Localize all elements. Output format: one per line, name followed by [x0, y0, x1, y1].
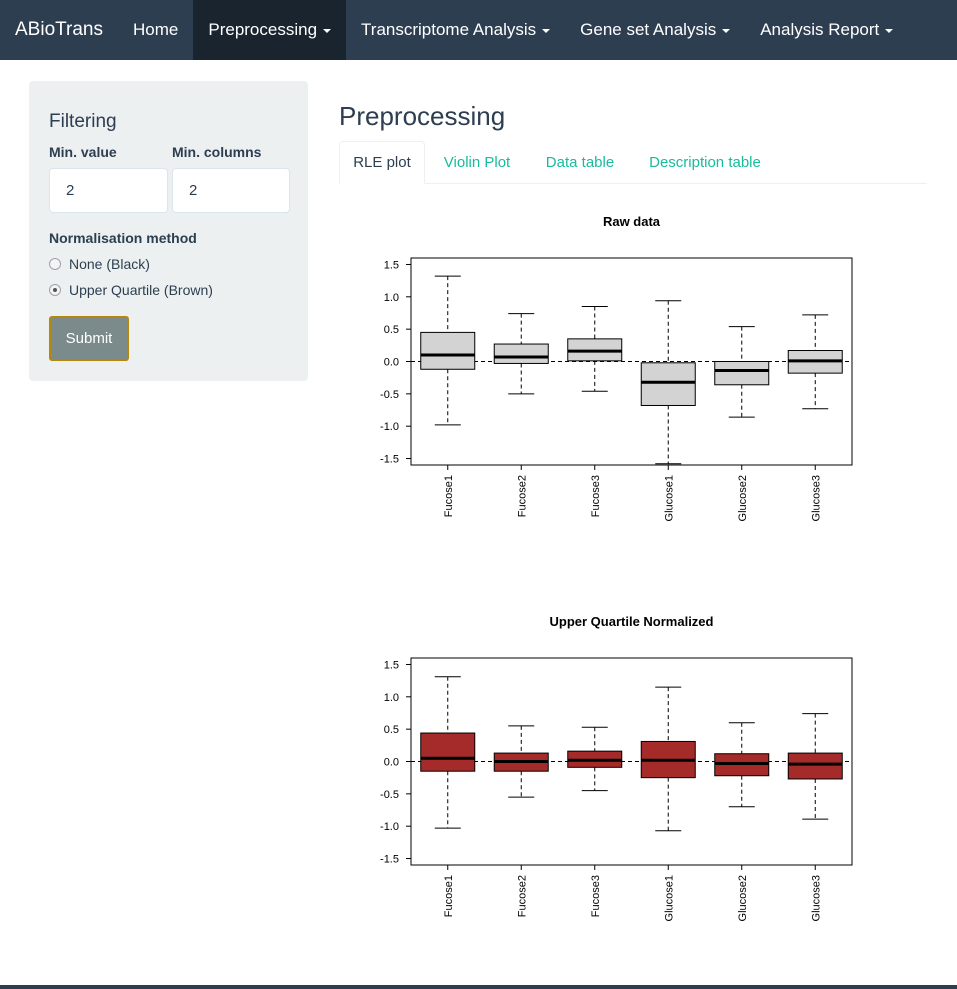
y-tick-label: 1.0	[384, 692, 399, 704]
y-tick-label: -1.5	[380, 454, 399, 466]
x-tick-label: Fucose2	[516, 475, 528, 517]
tab-violin-plot[interactable]: Violin Plot	[443, 154, 511, 171]
x-tick-label: Glucose2	[737, 875, 749, 921]
bottom-bar	[0, 985, 957, 989]
radio-none-label: None (Black)	[69, 256, 150, 272]
y-tick-label: -1.5	[380, 854, 399, 866]
radio-button-checked[interactable]	[49, 284, 61, 296]
y-tick-label: -1.0	[380, 421, 399, 433]
y-tick-label: -0.5	[380, 789, 399, 801]
box-glucose2	[714, 722, 770, 808]
filtering-title: Filtering	[49, 111, 117, 132]
nav-home[interactable]: Home	[118, 0, 193, 60]
box-fucose1	[420, 676, 476, 829]
x-tick-label: Fucose1	[443, 875, 455, 917]
box-body	[640, 362, 696, 406]
x-tick-label: Glucose1	[663, 475, 675, 521]
nav-preprocessing-label: Preprocessing	[208, 20, 318, 39]
nav-gene-set-analysis[interactable]: Gene set Analysis	[565, 0, 745, 60]
top-navbar: ABioTrans Home Preprocessing Transcripto…	[0, 0, 957, 60]
chevron-down-icon	[323, 29, 332, 33]
min-value-input[interactable]: 2	[49, 168, 168, 213]
chevron-down-icon	[542, 29, 551, 33]
box-body	[493, 343, 549, 364]
x-tick-label: Glucose3	[810, 475, 822, 521]
y-tick-label: 1.5	[384, 659, 399, 671]
chevron-down-icon	[722, 29, 731, 33]
x-tick-label: Glucose1	[663, 875, 675, 921]
x-tick-label: Fucose3	[590, 475, 602, 517]
nav-preprocessing[interactable]: Preprocessing	[193, 0, 347, 60]
plot-title: Upper Quartile Normalized	[550, 614, 714, 629]
radio-upper-quartile-label: Upper Quartile (Brown)	[69, 282, 213, 298]
x-tick-label: Fucose3	[590, 875, 602, 917]
y-tick-label: 0.0	[384, 357, 399, 369]
y-tick-label: 1.0	[384, 292, 399, 304]
box-glucose1	[640, 300, 696, 465]
radio-none-black[interactable]: None (Black)	[49, 256, 150, 272]
y-tick-label: 1.5	[384, 259, 399, 271]
submit-button[interactable]: Submit	[49, 316, 129, 361]
normalisation-method-label: Normalisation method	[49, 230, 197, 246]
chevron-down-icon	[885, 29, 894, 33]
x-tick-label: Glucose2	[737, 475, 749, 521]
y-tick-label: -1.0	[380, 821, 399, 833]
nav-gene-set-label: Gene set Analysis	[580, 20, 717, 39]
page-title: Preprocessing	[339, 101, 506, 131]
rle-plot-upper-quartile: Upper Quartile Normalized 1.5 1.0 0.5 0.0 -0.…	[339, 600, 927, 989]
filtering-panel: Filtering Min. value Min. columns 2 2 No…	[29, 81, 308, 381]
nav-transcriptome-label: Transcriptome Analysis	[361, 20, 537, 39]
boxplot-svg: Upper Quartile Normalized 1.5 1.0 0.5 0.0 -0.…	[380, 614, 853, 921]
x-tick-label: Fucose1	[443, 475, 455, 517]
boxplot-svg: Raw data 1.5 1.0 0.5 0.0 -0.5 -1.0 -1.5 Fucose1 F…	[380, 214, 853, 521]
rle-plot-raw: Raw data 1.5 1.0 0.5 0.0 -0.5 -1.0 -1.5 Fucose1 F…	[339, 200, 927, 600]
box-fucose3	[567, 726, 623, 792]
x-tick-label: Fucose2	[516, 875, 528, 917]
brand-link[interactable]: ABioTrans	[15, 19, 103, 40]
box-glucose1	[640, 686, 696, 832]
box-fucose3	[567, 306, 623, 392]
box-fucose1	[420, 275, 476, 426]
nav-transcriptome-analysis[interactable]: Transcriptome Analysis	[346, 0, 565, 60]
min-columns-label: Min. columns	[172, 144, 262, 160]
nav-analysis-report[interactable]: Analysis Report	[745, 0, 908, 60]
radio-button[interactable]	[49, 258, 61, 270]
radio-upper-quartile-brown[interactable]: Upper Quartile (Brown)	[49, 282, 213, 298]
y-tick-label: 0.0	[384, 757, 399, 769]
box-glucose3	[787, 713, 843, 820]
box-fucose2	[493, 313, 549, 395]
y-tick-label: 0.5	[384, 324, 399, 336]
min-columns-input[interactable]: 2	[172, 168, 290, 213]
box-body	[420, 331, 476, 370]
plot-title: Raw data	[603, 214, 661, 229]
box-body	[714, 361, 770, 386]
tab-description-table[interactable]: Description table	[649, 154, 761, 171]
x-tick-label: Glucose3	[810, 875, 822, 921]
tab-bar: RLE plot Violin Plot Data table Descript…	[339, 141, 927, 184]
y-tick-label: 0.5	[384, 724, 399, 736]
box-body	[787, 752, 843, 780]
min-value-label: Min. value	[49, 144, 117, 160]
tab-rle-plot[interactable]: RLE plot	[339, 141, 425, 184]
tab-data-table[interactable]: Data table	[545, 154, 615, 171]
box-body	[420, 732, 476, 772]
box-glucose2	[714, 326, 770, 418]
nav-home-label: Home	[133, 20, 179, 39]
box-fucose2	[493, 725, 549, 798]
box-glucose3	[787, 314, 843, 410]
y-tick-label: -0.5	[380, 389, 399, 401]
nav-analysis-report-label: Analysis Report	[760, 20, 880, 39]
